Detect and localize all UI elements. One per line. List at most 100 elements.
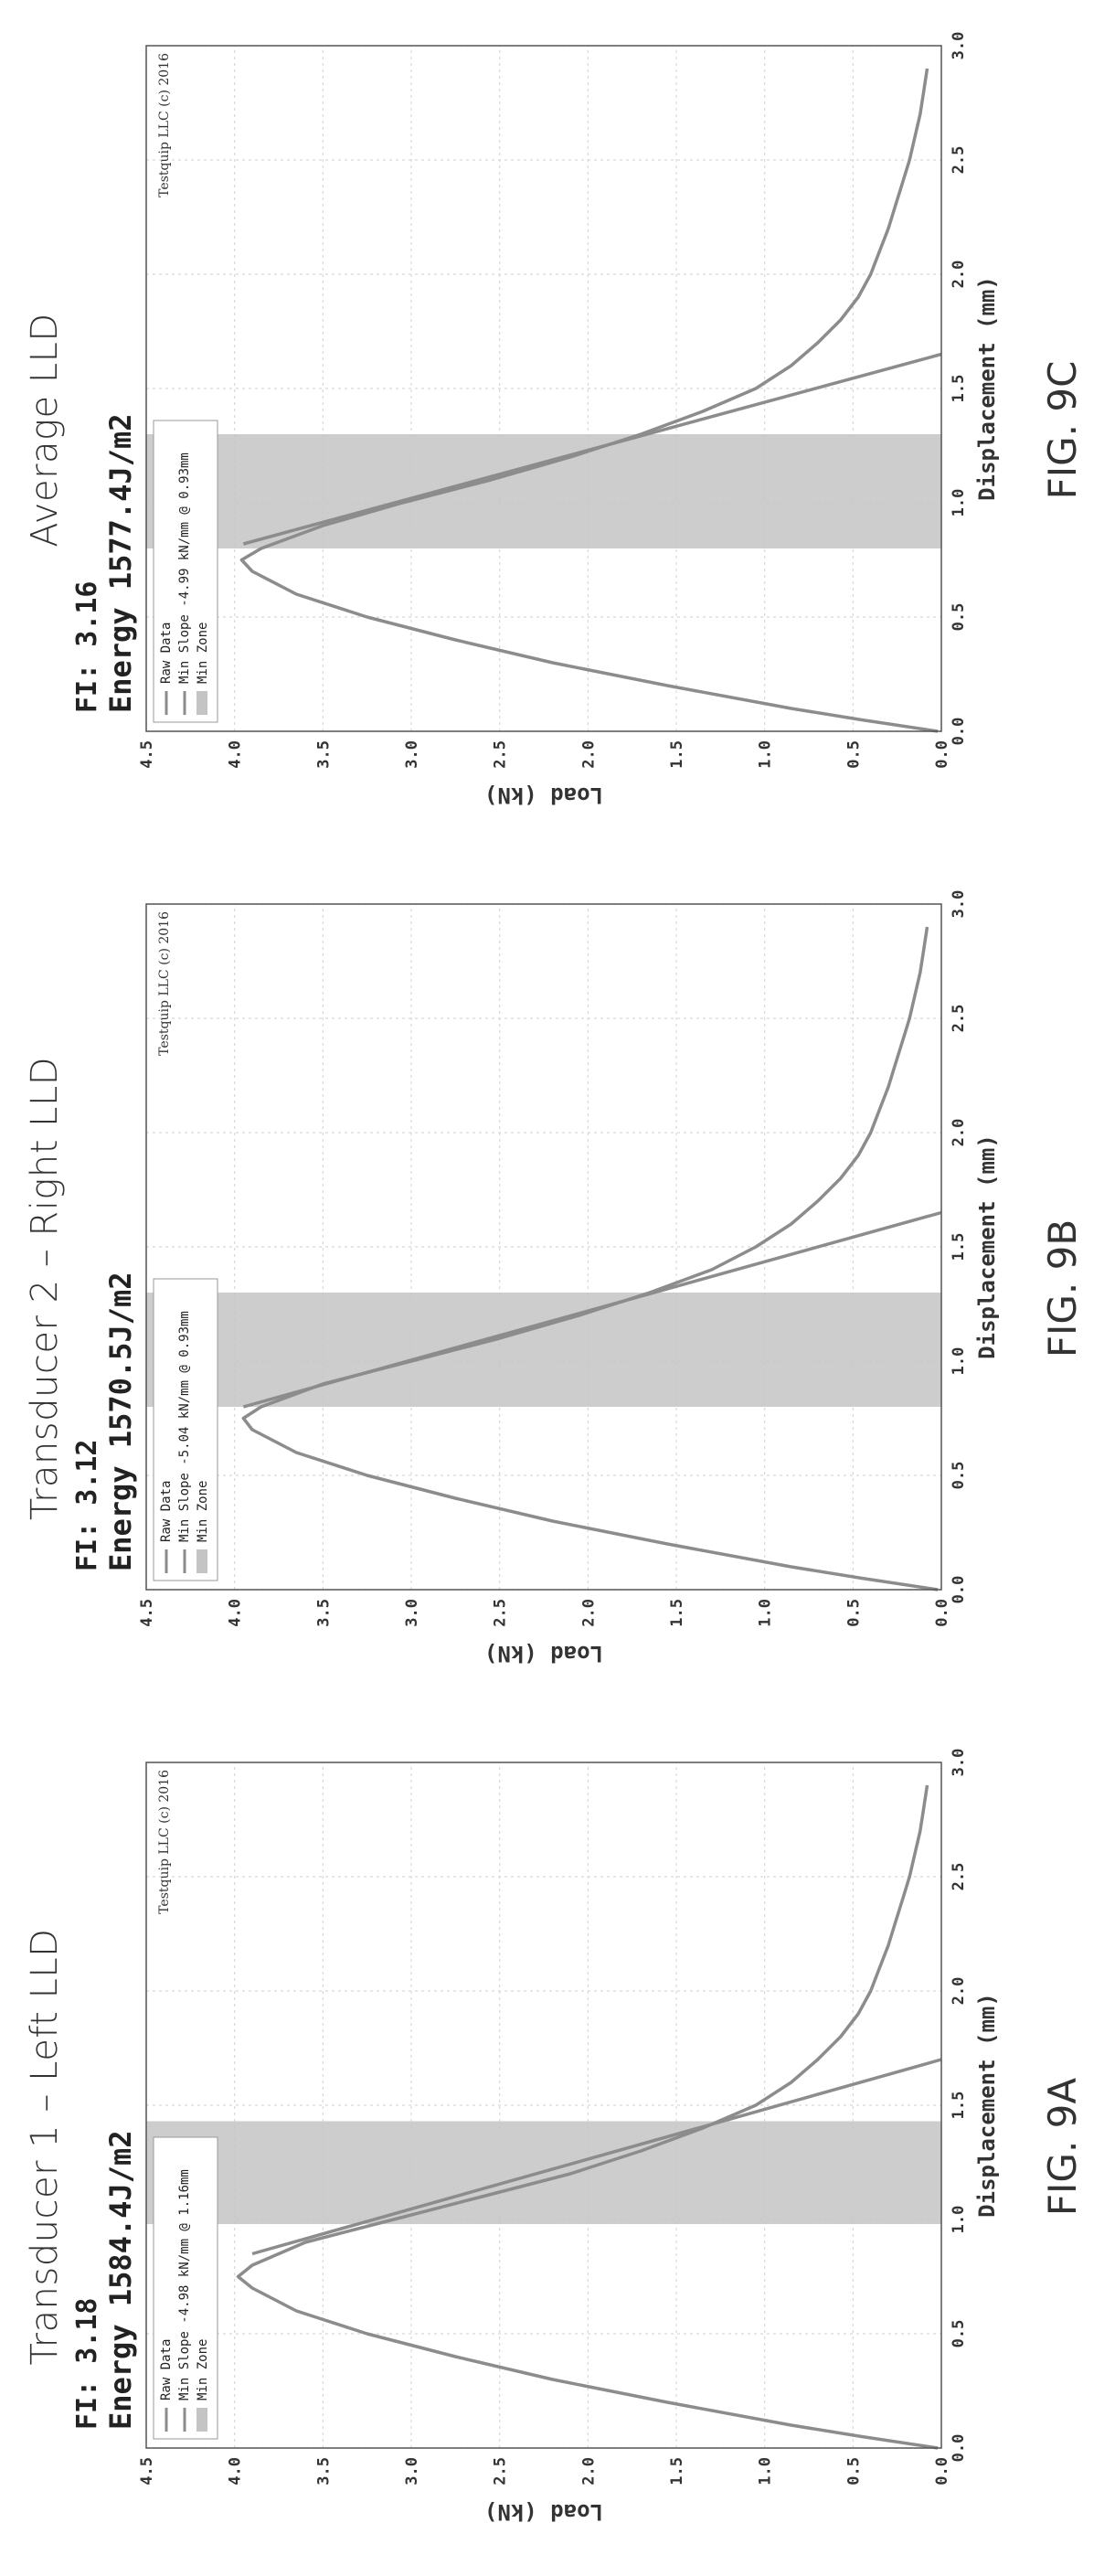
chart-svg: FI: 3.16 Energy 1577.4J/m2 0.0 0.5 1.0 1.5 2.0… (71, 32, 1000, 808)
legend-label: Raw Data (159, 623, 174, 684)
y-tick-label: 1.0 (757, 740, 775, 769)
y-tick-label: 2.5 (492, 740, 510, 769)
legend: Raw Data Min Slope -4.98 kN/mm @ 1.16mm Mi… (153, 2136, 218, 2440)
raw-data-line (241, 926, 939, 1591)
min-zone-band (146, 1293, 941, 1407)
copyright-text: Testquip LLC (c) 2016 (157, 1770, 172, 1914)
legend-label: Min Slope -4.99 kN/mm @ 0.93mm (177, 452, 192, 684)
y-tick-label: 3.0 (403, 2457, 421, 2486)
x-tick-label: 3.0 (950, 1749, 968, 1777)
y-tick-label: 4.0 (227, 2457, 245, 2486)
legend-box (153, 1278, 218, 1581)
x-tick-label: 0.0 (950, 718, 968, 746)
y-tick-label: 3.0 (403, 740, 421, 769)
x-tick-label: 1.0 (950, 489, 968, 517)
y-tick-label: 0.5 (844, 1599, 863, 1627)
energy-value: Energy 1584.4J/m2 (103, 2130, 138, 2430)
legend-label: Min Zone (196, 1481, 210, 1542)
x-tick-label: 2.0 (950, 1119, 968, 1147)
chart-panel-9c: Average LLD FI: 3.16 Energy 1577.4J/m2 0.0… (0, 1, 1115, 859)
x-axis-label: Displacement (mm) (974, 276, 1000, 501)
raw-data-line (236, 1784, 939, 2450)
y-tick-label: 0.0 (933, 2457, 951, 2486)
x-tick-label: 1.0 (950, 2206, 968, 2234)
y-tick-label: 4.5 (138, 740, 156, 769)
y-tick-label: 2.5 (492, 2457, 510, 2486)
x-tick-label: 0.5 (950, 1462, 968, 1490)
fi-value: FI: 3.12 (71, 1440, 103, 1572)
y-tick-label: 0.0 (933, 740, 951, 769)
figure-label: FIG. 9C (1040, 360, 1085, 500)
energy-value: Energy 1570.5J/m2 (103, 1272, 138, 1571)
chart-panel-9b: Transducer 2 – Right LLD FI: 3.12 Energy … (0, 859, 1115, 1718)
x-tick-label: 3.0 (950, 32, 968, 60)
y-axis-label: Load (kN) (484, 2499, 603, 2525)
x-tick-label: 1.5 (950, 2092, 968, 2120)
x-tick-label: 0.5 (950, 2320, 968, 2348)
y-tick-label: 1.0 (757, 2457, 775, 2486)
y-tick-label: 2.0 (579, 2457, 598, 2486)
y-tick-label: 0.5 (844, 740, 863, 769)
x-tick-label: 1.5 (950, 1233, 968, 1261)
min-slope-line (242, 1210, 942, 1409)
y-tick-label: 3.0 (403, 1599, 421, 1627)
legend-box (153, 420, 218, 723)
plot-frame (145, 903, 942, 1591)
x-axis-label: Displacement (mm) (974, 1993, 1000, 2218)
y-tick-label: 2.0 (579, 740, 598, 769)
legend-label: Raw Data (159, 2339, 174, 2400)
legend: Raw Data Min Slope -4.99 kN/mm @ 0.93mm Mi… (153, 420, 218, 723)
x-tick-label: 0.5 (950, 603, 968, 632)
legend-swatch-zone (196, 691, 207, 715)
plot-frame (145, 45, 942, 732)
y-tick-label: 3.5 (314, 2457, 333, 2486)
y-tick-label: 4.5 (138, 2457, 156, 2486)
y-tick-label: 0.5 (844, 2457, 863, 2486)
chart-svg: FI: 3.12 Energy 1570.5J/m2 0.0 0.5 1.0 1.5 2.0… (71, 890, 1000, 1666)
x-tick-label: 3.0 (950, 890, 968, 919)
x-tick-label: 2.5 (950, 146, 968, 175)
raw-data-line (239, 68, 939, 733)
energy-value: Energy 1577.4J/m2 (103, 413, 138, 713)
x-tick-label: 1.5 (950, 375, 968, 403)
min-zone-band (146, 434, 941, 548)
y-tick-label: 4.5 (138, 1599, 156, 1627)
x-tick-label: 1.0 (950, 1347, 968, 1376)
plot-frame (145, 1762, 942, 2449)
fi-value: FI: 3.16 (71, 581, 103, 714)
legend-label: Min Slope -4.98 kN/mm @ 1.16mm (177, 2169, 192, 2400)
y-axis-label: Load (kN) (484, 1641, 603, 1666)
y-tick-label: 1.5 (668, 2457, 686, 2486)
x-tick-label: 0.0 (950, 2434, 968, 2463)
chart-panel-9a: Transducer 1 – Left LLD FI: 3.18 Energy 1… (0, 1718, 1115, 2576)
y-tick-label: 0.0 (933, 1599, 951, 1627)
x-tick-label: 2.0 (950, 1977, 968, 2006)
y-tick-label: 3.5 (314, 740, 333, 769)
y-tick-label: 2.5 (492, 1599, 510, 1627)
y-tick-label: 4.0 (227, 740, 245, 769)
figure-label: FIG. 9A (1040, 2077, 1085, 2217)
legend-swatch-zone (196, 2408, 207, 2432)
x-tick-label: 0.0 (950, 1576, 968, 1604)
legend-box (153, 2136, 218, 2440)
legend-label: Min Slope -5.04 kN/mm @ 0.93mm (177, 1311, 192, 1542)
y-axis-label: Load (kN) (484, 782, 603, 808)
min-slope-line (251, 2058, 942, 2256)
copyright-text: Testquip LLC (c) 2016 (157, 911, 172, 1056)
fi-value: FI: 3.18 (71, 2298, 103, 2431)
x-tick-label: 2.5 (950, 1863, 968, 1891)
y-tick-label: 1.0 (757, 1599, 775, 1627)
y-tick-label: 1.5 (668, 740, 686, 769)
legend-label: Raw Data (159, 1481, 174, 1542)
x-axis-label: Displacement (mm) (974, 1134, 1000, 1359)
y-tick-label: 1.5 (668, 1599, 686, 1627)
x-tick-label: 2.5 (950, 1005, 968, 1033)
legend-label: Min Zone (196, 623, 210, 684)
copyright-text: Testquip LLC (c) 2016 (157, 53, 172, 197)
figure-label: FIG. 9B (1040, 1219, 1085, 1358)
y-tick-label: 4.0 (227, 1599, 245, 1627)
chart-svg: FI: 3.18 Energy 1584.4J/m2 0.0 0.5 1.0 1.5 2.0… (71, 1749, 1000, 2525)
legend-label: Min Zone (196, 2339, 210, 2400)
x-tick-label: 2.0 (950, 261, 968, 289)
